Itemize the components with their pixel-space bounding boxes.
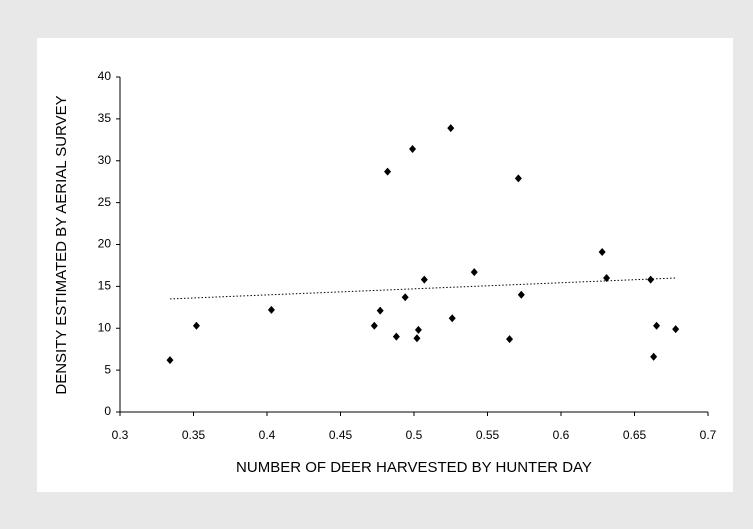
point (166, 356, 174, 365)
x-tick-label: 0.6 (553, 428, 570, 442)
point (653, 321, 661, 330)
point (413, 334, 421, 343)
x-axis-label: NUMBER OF DEER HARVESTED BY HUNTER DAY (236, 459, 592, 476)
y-tick-label: 5 (104, 362, 111, 376)
point (506, 335, 514, 344)
point (650, 352, 658, 361)
x-tick-label: 0.35 (182, 428, 206, 442)
point (448, 314, 456, 323)
point (267, 305, 275, 314)
point (392, 332, 400, 341)
y-tick-label: 10 (98, 320, 112, 334)
point (376, 306, 384, 315)
x-tick-label: 0.5 (406, 428, 423, 442)
y-tick-label: 15 (98, 279, 112, 293)
x-tick-label: 0.65 (623, 428, 647, 442)
point (470, 268, 478, 277)
x-tick-label: 0.7 (700, 428, 717, 442)
x-tick-label: 0.4 (259, 428, 276, 442)
point (514, 174, 522, 183)
point (420, 275, 428, 284)
y-tick-label: 25 (98, 195, 112, 209)
y-tick-label: 20 (98, 237, 112, 251)
x-tick-label: 0.45 (329, 428, 353, 442)
y-tick-label: 30 (98, 153, 112, 167)
point (409, 145, 417, 154)
point (401, 293, 409, 302)
y-tick-label: 40 (98, 69, 112, 83)
point (370, 321, 378, 330)
y-axis-label: DENSITY ESTIMATED BY AERIAL SURVEY (53, 95, 70, 394)
trendline (169, 277, 676, 300)
y-tick-label: 35 (98, 111, 112, 125)
point (603, 274, 611, 282)
point (414, 325, 422, 334)
point (384, 167, 392, 176)
x-tick-label: 0.55 (476, 428, 500, 442)
panel (37, 38, 733, 492)
point (598, 248, 606, 257)
point (672, 325, 680, 334)
point (647, 275, 655, 284)
y-tick-label: 0 (104, 404, 111, 418)
point (192, 321, 200, 330)
x-tick-label: 0.3 (112, 428, 129, 442)
point (517, 290, 525, 299)
point (447, 124, 455, 133)
